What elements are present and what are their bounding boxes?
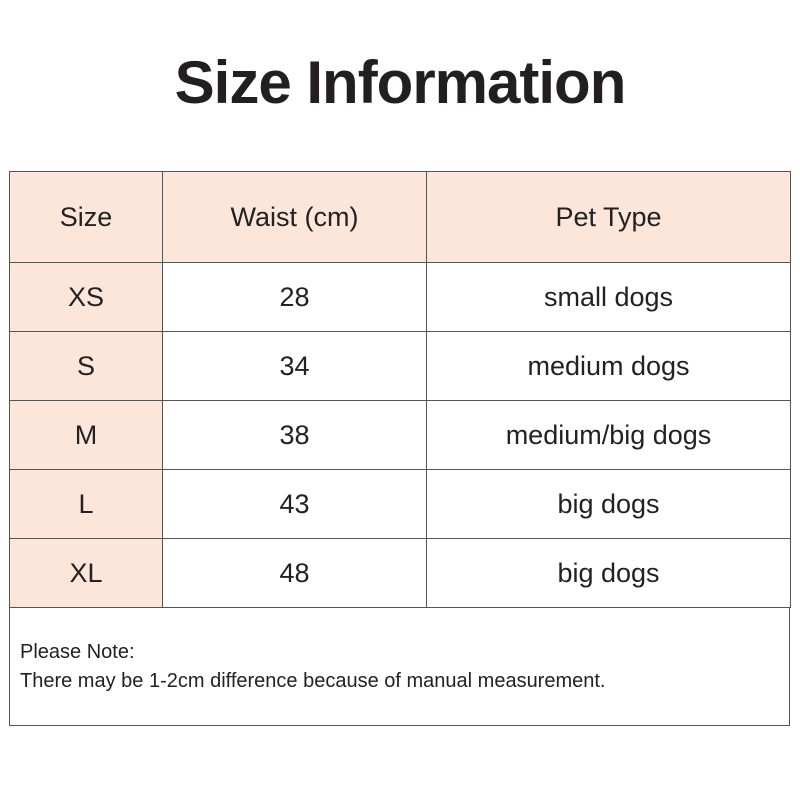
table-cell: 43 — [162, 469, 427, 539]
size-cell: S — [9, 331, 163, 401]
size-cell: XL — [9, 538, 163, 608]
table-cell: small dogs — [426, 262, 791, 332]
size-cell: L — [9, 469, 163, 539]
table-cell: big dogs — [426, 469, 791, 539]
header-cell: Waist (cm) — [162, 171, 427, 263]
header-cell: Size — [9, 171, 163, 263]
size-cell: M — [9, 400, 163, 470]
header-cell: Pet Type — [426, 171, 791, 263]
table-cell: big dogs — [426, 538, 791, 608]
title: Size Information — [174, 49, 627, 116]
table-cell: medium dogs — [426, 331, 791, 401]
note-heading: Please Note: — [20, 641, 135, 663]
table-cell: 48 — [162, 538, 427, 608]
table-cell: 28 — [162, 262, 427, 332]
table-cell: medium/big dogs — [426, 400, 791, 470]
table-cell: 38 — [162, 400, 427, 470]
size-cell: XS — [9, 262, 163, 332]
table-cell: 34 — [162, 331, 427, 401]
note-text: There may be 1-2cm difference because of… — [20, 670, 606, 692]
note: Please Note: There may be 1-2cm differen… — [9, 607, 790, 726]
